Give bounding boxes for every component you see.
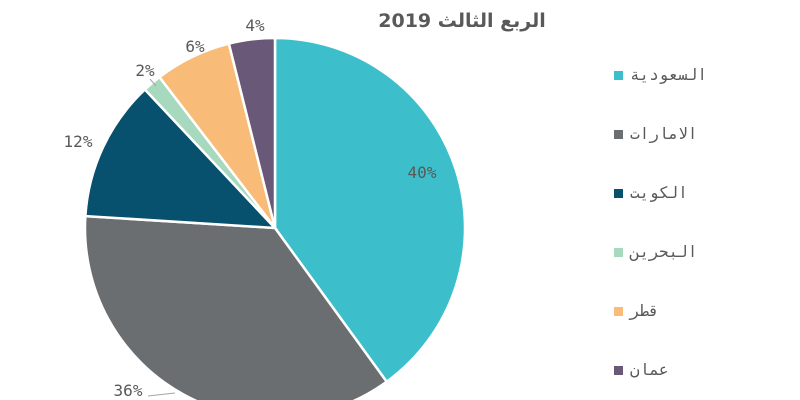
pie-data-labels: 40% 36% 12% 2% 6% 4% <box>64 16 437 400</box>
legend-swatch <box>614 189 623 198</box>
pie-data-label: 2% <box>135 61 155 80</box>
legend-label: البحرين <box>629 242 697 262</box>
pie-data-label: 12% <box>64 132 93 151</box>
legend-swatch <box>614 130 623 139</box>
pie-data-label: 40% <box>408 163 437 182</box>
pie-slice <box>227 36 277 229</box>
legend-swatch <box>614 71 623 80</box>
pie-slice <box>273 36 467 384</box>
legend-label: الامارات <box>630 124 697 144</box>
legend-label: قطر <box>628 301 659 321</box>
data-label-leader-line <box>149 78 157 87</box>
legend-swatch <box>614 366 623 375</box>
legend-swatch <box>614 307 623 316</box>
pie-data-label: 4% <box>245 16 265 35</box>
data-label-leader-line <box>147 392 176 397</box>
legend-swatch <box>614 248 623 257</box>
pie-slices <box>83 36 467 400</box>
pie-slice <box>84 87 279 230</box>
pie-data-label: 36% <box>114 381 143 400</box>
legend-label: عمان <box>630 360 669 379</box>
chart-title: الربع الثالث 2019 <box>378 10 545 32</box>
pie-slice <box>83 214 389 400</box>
legend-label: السعودية <box>630 65 707 85</box>
pie-data-label: 6% <box>185 37 205 56</box>
legend: السعودية الامارات الكويت البحرين قطر عمان <box>614 65 707 379</box>
legend-label: الكويت <box>630 183 688 203</box>
